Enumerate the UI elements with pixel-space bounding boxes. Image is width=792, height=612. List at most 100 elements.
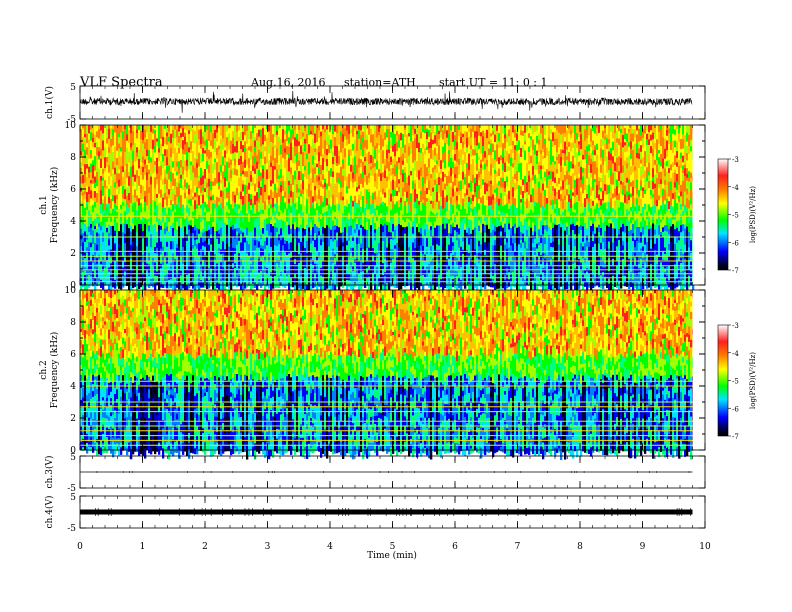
spectro-cell	[260, 146, 262, 152]
spectro-cell	[266, 163, 268, 170]
spectro-cell	[242, 196, 244, 205]
spectro-cell	[208, 239, 210, 245]
spectro-cell	[198, 243, 200, 249]
spectro-cell	[104, 222, 106, 229]
spectro-cell	[212, 125, 214, 130]
spectro-cell	[184, 144, 186, 154]
spectro-cell	[266, 237, 268, 245]
spectro-cell	[152, 149, 154, 153]
spectro-cell	[202, 207, 204, 212]
spectro-cell	[132, 166, 134, 172]
spectro-cell	[124, 224, 126, 231]
spectro-cell	[172, 125, 174, 130]
spectro-cell	[108, 165, 110, 173]
spectro-cell	[228, 191, 230, 200]
spectro-cell	[216, 125, 218, 133]
spectro-cell	[232, 125, 234, 131]
spectro-cell	[126, 241, 128, 249]
spectro-cell	[126, 134, 128, 141]
spectro-cell	[110, 128, 112, 135]
spectro-cell	[92, 205, 94, 213]
spectro-cell	[248, 158, 250, 168]
spectro-cell	[226, 188, 228, 193]
spectro-cell	[192, 173, 194, 181]
spectro-cell	[258, 226, 260, 230]
spectro-cell	[84, 253, 86, 259]
spectro-cell	[92, 160, 94, 165]
spectro-cell	[96, 186, 98, 193]
spectro-cell	[206, 243, 208, 247]
spectro-cell	[264, 179, 266, 185]
spectro-cell	[130, 207, 132, 216]
spectro-cell	[244, 177, 246, 185]
spectro-cell	[210, 146, 212, 152]
spectro-cell	[90, 132, 92, 140]
spectro-cell	[116, 151, 118, 159]
spectro-cell	[150, 158, 152, 163]
spectro-cell	[124, 262, 126, 272]
spectro-cell	[180, 125, 182, 129]
spectro-cell	[156, 152, 158, 158]
spectro-cell	[262, 144, 264, 152]
spectro-cell	[128, 217, 130, 221]
spectro-cell	[152, 163, 154, 168]
spectro-cell	[100, 125, 102, 131]
spectro-cell	[238, 199, 240, 205]
spectro-cell	[114, 203, 116, 208]
spectro-cell	[200, 271, 202, 280]
spectro-cell	[158, 174, 160, 181]
spectro-cell	[136, 153, 138, 157]
spectro-cell	[206, 204, 208, 212]
spectro-cell	[144, 138, 146, 143]
spectro-cell	[266, 169, 268, 179]
spectro-cell	[210, 167, 212, 176]
spectro-cell	[130, 203, 132, 208]
spectro-cell	[178, 153, 180, 161]
spectro-cell	[202, 242, 204, 246]
spectro-cell	[220, 125, 222, 131]
spectro-cell	[98, 147, 100, 152]
spectro-cell	[172, 153, 174, 161]
spectro-cell	[112, 152, 114, 162]
spectro-cell	[248, 209, 250, 214]
spectro-cell	[268, 153, 270, 160]
spectro-cell	[226, 125, 228, 132]
spectro-cell	[112, 226, 114, 233]
spectro-cell	[132, 171, 134, 177]
spectro-cell	[222, 280, 224, 290]
spectro-cell	[214, 159, 216, 163]
spectro-cell	[252, 238, 254, 247]
spectro-cell	[102, 140, 104, 150]
spectro-cell	[100, 226, 102, 230]
spectro-cell	[98, 151, 100, 156]
spectro-cell	[182, 154, 184, 164]
spectro-cell	[168, 216, 170, 222]
spectro-cell	[162, 179, 164, 185]
spectro-cell	[94, 166, 96, 171]
spectro-cell	[96, 172, 98, 177]
spectro-cell	[158, 181, 160, 185]
spectro-cell	[118, 270, 120, 277]
spectro-cell	[216, 155, 218, 159]
spectro-cell	[204, 207, 206, 212]
spectro-cell	[192, 233, 194, 239]
ch1-waveform-trace-group	[80, 91, 692, 113]
spectro-cell	[102, 282, 104, 289]
spectro-cell	[124, 157, 126, 167]
spectro-cell	[230, 125, 232, 133]
spectro-cell	[128, 130, 130, 135]
spectro-cell	[276, 142, 278, 149]
spectro-cell	[134, 171, 136, 175]
spectro-cell	[224, 150, 226, 157]
spectro-cell	[208, 196, 210, 199]
spectro-cell	[154, 195, 156, 202]
spectro-cell	[92, 227, 94, 231]
spectro-cell	[142, 151, 144, 157]
spectro-cell	[88, 280, 90, 288]
spectro-cell	[234, 207, 236, 211]
spectro-cell	[212, 181, 214, 186]
spectro-cell	[96, 229, 98, 233]
spectro-cell	[228, 168, 230, 172]
spectro-cell	[96, 223, 98, 230]
spectro-cell	[264, 219, 266, 229]
